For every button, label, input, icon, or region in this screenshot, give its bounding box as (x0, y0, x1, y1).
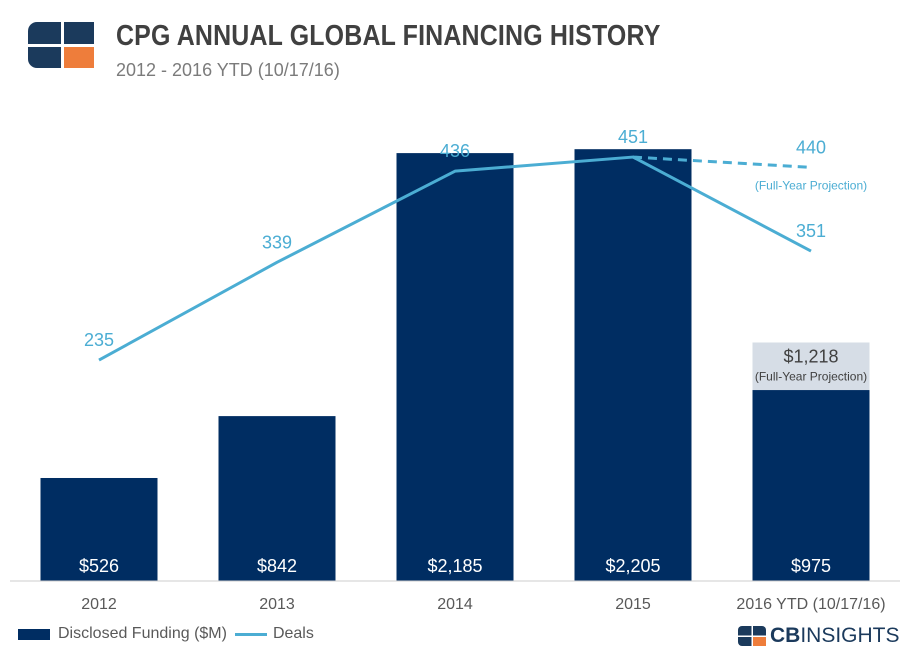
projection-box (752, 342, 870, 391)
x-tick-label: 2013 (259, 596, 295, 613)
cb-insights-brand: CB INSIGHTS (738, 624, 900, 648)
deals-point-label: 235 (84, 330, 114, 350)
brand-text-bold: CB (770, 624, 801, 647)
funding-bar-label: $975 (791, 556, 831, 576)
cb-mark-icon (738, 626, 766, 646)
funding-bar-label: $526 (79, 556, 119, 576)
deals-point-label: 451 (618, 127, 648, 147)
deals-point-label: 351 (796, 221, 826, 241)
legend-item-funding: Disclosed Funding ($M) (18, 625, 227, 643)
x-tick-label: 2015 (615, 596, 651, 613)
projection-funding-label: $1,218 (783, 346, 838, 366)
legend-swatch-deals (234, 632, 267, 636)
projection-deals-note: (Full-Year Projection) (755, 178, 867, 192)
x-tick-label: 2014 (437, 596, 473, 613)
funding-bar (574, 149, 692, 581)
legend-swatch-funding (18, 628, 50, 640)
x-tick-label: 2016 YTD (10/17/16) (736, 596, 885, 613)
funding-bar (752, 390, 870, 581)
projection-funding-note: (Full-Year Projection) (755, 369, 867, 383)
legend-label-funding: Disclosed Funding ($M) (58, 625, 227, 642)
legend-item-deals: Deals (234, 625, 314, 643)
funding-bar (396, 153, 514, 581)
x-tick-label: 2012 (81, 596, 117, 613)
funding-bar-label: $842 (257, 556, 297, 576)
cb-insights-logo-icon (28, 22, 94, 68)
deals-point-label: 339 (262, 232, 292, 252)
deals-point-label: 436 (440, 141, 470, 161)
funding-bar (218, 416, 336, 581)
funding-bar-label: $2,185 (427, 556, 482, 576)
projection-deals-label: 440 (796, 137, 826, 157)
page-title: CPG ANNUAL GLOBAL FINANCING HISTORY (116, 20, 661, 52)
legend-label-deals: Deals (272, 625, 314, 642)
deals-line (98, 155, 812, 362)
funding-bar-label: $2,205 (605, 556, 660, 576)
funding-bar (40, 477, 158, 581)
page-subtitle: 2012 - 2016 YTD (10/17/16) (116, 60, 340, 80)
brand-text: INSIGHTS (800, 624, 900, 647)
chart-legend: Disclosed Funding ($M) Deals (18, 625, 322, 643)
